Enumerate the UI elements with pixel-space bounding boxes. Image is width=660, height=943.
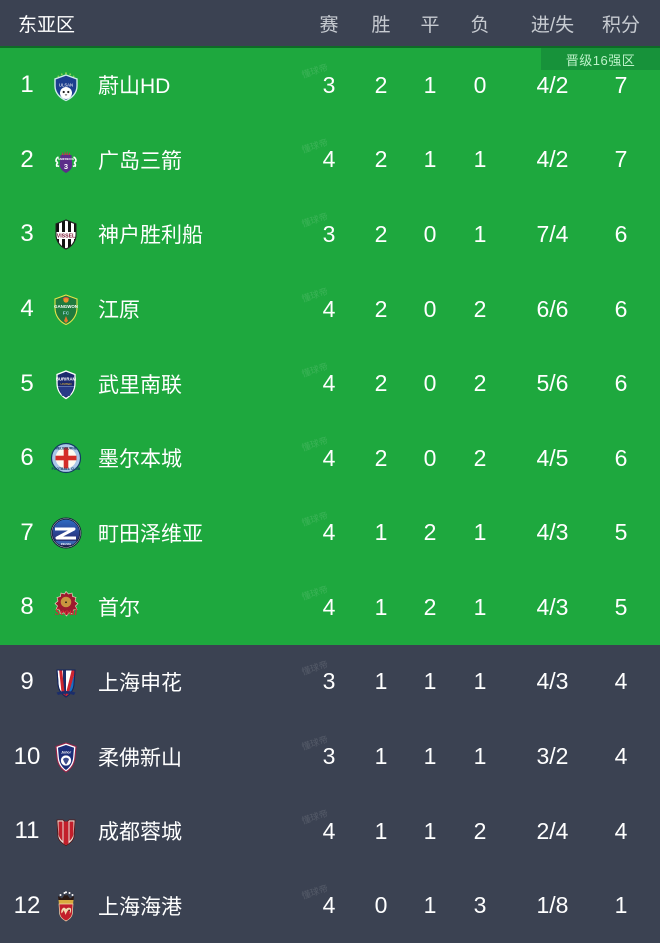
svg-text:GANGWON: GANGWON (54, 304, 78, 309)
svg-text:UNITED: UNITED (60, 382, 72, 386)
svg-text:MELBOURNE: MELBOURNE (55, 447, 78, 451)
svg-text:Johor: Johor (61, 750, 72, 754)
svg-text:FOOTBALL CLUB: FOOTBALL CLUB (52, 467, 81, 471)
svg-text:Seoul: Seoul (55, 608, 78, 618)
svg-text:VISSEL: VISSEL (57, 234, 76, 240)
svg-text:3: 3 (64, 162, 68, 171)
svg-text:SANFRECCE: SANFRECCE (58, 157, 74, 161)
svg-text:ULSAN: ULSAN (59, 83, 73, 88)
svg-text:ZELVIA: ZELVIA (61, 542, 72, 546)
svg-text:BURIRAM: BURIRAM (56, 376, 77, 381)
svg-text:FC: FC (63, 311, 70, 317)
